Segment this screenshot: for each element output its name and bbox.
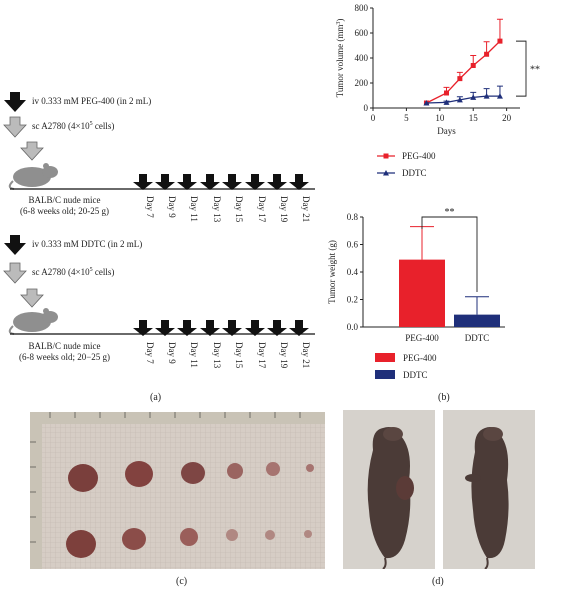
panel-label-a: (a) [150, 392, 161, 403]
data-point [471, 63, 476, 68]
iv-black-arrow-icon-2 [4, 235, 26, 255]
x-tick-label: 10 [435, 113, 445, 123]
group2-iv-step: iv 0.333 mM DDTC (in 2 mL) [32, 239, 142, 249]
day-label: Day 17 [257, 196, 267, 223]
x-tick-label: 0 [371, 113, 376, 123]
group2-sc-step: sc A2780 (4×105 cells) [32, 267, 114, 277]
day-label: Day 15 [234, 342, 244, 369]
y-tick-label: 400 [355, 53, 369, 63]
day-label: Day 15 [234, 196, 244, 223]
day-labels-group-1: Day 7 Day 9 Day 11 Day 13 Day 15 Day 17 … [145, 196, 311, 223]
legend-label: PEG-400 [402, 151, 436, 161]
panel-label-b: (b) [438, 392, 450, 403]
group1-sc-step: sc A2780 (4×105 cells) [32, 121, 114, 131]
y-tick-label: 0.8 [347, 212, 359, 222]
data-point [484, 52, 489, 57]
mouse-photo-peg-drawing [343, 410, 435, 569]
panel-label-c: (c) [176, 576, 187, 587]
mouse-photo-ddtc-drawing [443, 410, 535, 569]
mouse-photo-peg [343, 410, 435, 569]
x-tick-label: 5 [404, 113, 409, 123]
day-label: Day 13 [212, 196, 222, 223]
bar-peg-400 [399, 260, 445, 327]
legend-label: PEG-400 [403, 353, 437, 363]
panel-label-d: (d) [432, 576, 444, 587]
tumor-weight-bar-chart: 0.0 0.2 0.4 0.6 0.8 Tumor weight (g) PEG-400 DD… [325, 200, 563, 390]
day-label: Day 11 [189, 342, 199, 368]
y-axis-label: Tumor volume (mm3) [335, 19, 345, 98]
legend-label: DDTC [403, 370, 428, 380]
bar-ddtc [454, 315, 500, 327]
sc-gray-arrow-icon-2 [4, 263, 26, 283]
y-tick-label: 0.6 [347, 240, 359, 250]
group2-mice-desc: BALB/C nude mice (6-8 weeks old; 20−25 g… [2, 341, 127, 363]
x-tick-label: PEG-400 [405, 333, 439, 343]
nude-mouse-icon-2 [10, 308, 58, 334]
y-axis-label: Tumor weight (g) [327, 240, 337, 304]
data-point [497, 39, 502, 44]
legend-swatch [375, 353, 395, 362]
day-label: Day 19 [279, 342, 289, 369]
group1-mice-desc: BALB/C nude mice (6-8 weeks old; 20-25 g… [2, 195, 127, 217]
day-label: Day 21 [301, 342, 311, 368]
iv-black-arrow-icon [4, 92, 26, 112]
y-tick-label: 0.2 [347, 295, 358, 305]
day-arrows-group-1 [133, 174, 309, 190]
x-axis-label: Days [437, 126, 456, 136]
x-tick-label: 20 [502, 113, 512, 123]
significance-bracket [516, 41, 526, 96]
day-label: Day 17 [257, 342, 267, 369]
data-point [457, 76, 462, 81]
tumor-volume-line-chart: 0 200 400 600 800 0 5 10 15 20 Days Tumor volume (m… [325, 0, 563, 195]
sc-gray-arrow-small-icon [21, 142, 43, 160]
day-label: Day 11 [189, 196, 199, 222]
mouse-photo-ddtc [443, 410, 535, 569]
x-tick-label: 15 [469, 113, 479, 123]
day-labels-group-2: Day 7 Day 9 Day 11 Day 13 Day 15 Day 17 … [145, 342, 311, 369]
day-label: Day 7 [145, 342, 155, 364]
x-tick-label: DDTC [465, 333, 490, 343]
day-label: Day 21 [301, 196, 311, 222]
day-label: Day 13 [212, 342, 222, 369]
series-line-peg-400 [426, 41, 500, 103]
day-label: Day 9 [167, 196, 177, 218]
tumor-ruler-photo [30, 412, 325, 569]
y-tick-label: 0.0 [347, 322, 359, 332]
nude-mouse-icon [10, 163, 58, 189]
data-point [444, 91, 449, 96]
day-label: Day 9 [167, 342, 177, 364]
tumor-ruler-photo-drawing [30, 412, 325, 569]
group1-iv-step: iv 0.333 mM PEG-400 (in 2 mL) [32, 96, 151, 106]
day-label: Day 19 [279, 196, 289, 223]
legend-swatch [375, 370, 395, 379]
day-label: Day 7 [145, 196, 155, 218]
significance-label: ** [530, 65, 540, 76]
sc-gray-arrow-small-icon-2 [21, 289, 43, 307]
y-tick-label: 0.4 [347, 267, 359, 277]
y-tick-label: 600 [355, 28, 369, 38]
significance-label: ** [445, 207, 455, 218]
y-tick-label: 200 [355, 78, 369, 88]
y-tick-label: 0 [364, 103, 369, 113]
legend-marker [384, 154, 389, 159]
y-tick-label: 800 [355, 3, 369, 13]
sc-gray-arrow-icon [4, 117, 26, 137]
legend-label: DDTC [402, 168, 427, 178]
